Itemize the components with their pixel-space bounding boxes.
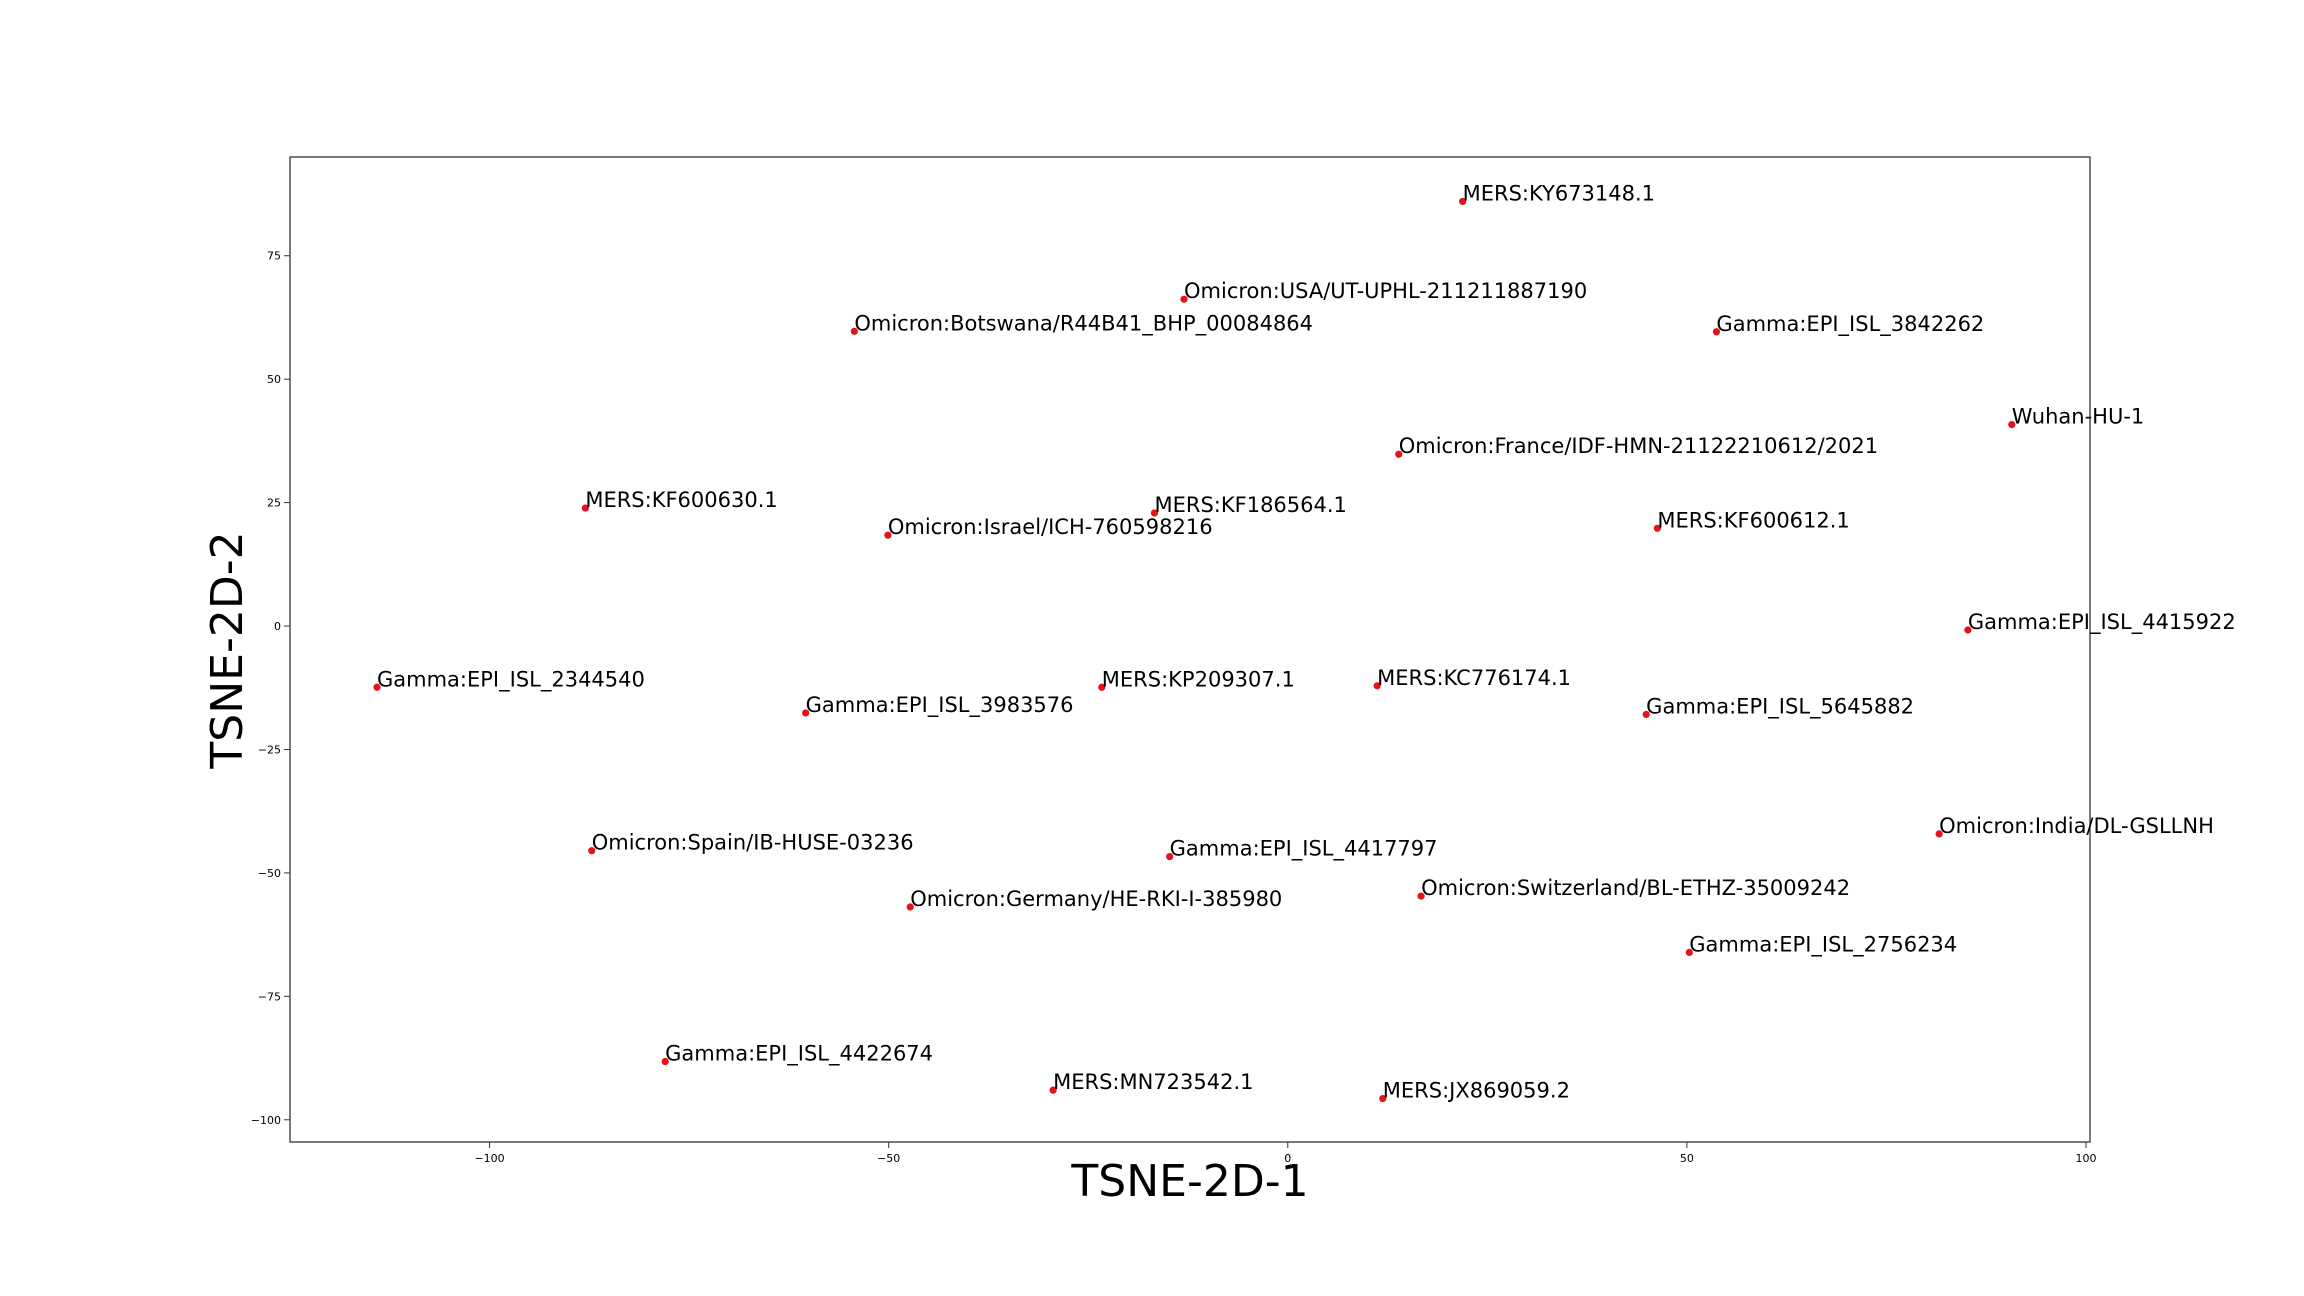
y-axis-title: TSNE-2D-2 [202,531,253,769]
scatter-point [1417,892,1425,900]
scatter-point [802,709,810,717]
scatter-point [2008,421,2016,429]
y-tick-label: −75 [258,990,281,1003]
scatter-point [1712,328,1721,336]
point-label: Gamma:EPI_ISL_4422674 [665,1042,933,1067]
point-label: Omicron:Israel/ICH-760598216 [888,515,1213,539]
scatter-point [850,327,858,335]
scatter-point [1395,450,1403,458]
scatter-point [581,504,589,512]
scatter-point [906,903,914,911]
y-tick-label: −100 [251,1114,281,1127]
y-tick-label: −25 [258,743,281,756]
point-label: Omicron:Spain/IB-HUSE-03236 [592,831,914,855]
scatter-point [1150,509,1159,517]
scatter-point [884,531,892,539]
point-label: Omicron:Switzerland/BL-ETHZ-35009242 [1421,876,1850,900]
point-label: MERS:MN723542.1 [1053,1070,1253,1094]
x-axis-title: TSNE-2D-1 [1070,1156,1308,1207]
point-label: Gamma:EPI_ISL_4415922 [1968,610,2236,635]
scatter-point [373,683,381,691]
point-label: MERS:KF600630.1 [585,488,777,512]
scatter-point [588,847,596,855]
scatter-point [1458,197,1467,206]
x-axis: −100 −50 0 50 100 [474,1142,2097,1165]
scatter-point [1653,524,1661,532]
scatter-point [1935,830,1943,838]
scatter-point [1049,1086,1057,1094]
point-label: MERS:KP209307.1 [1102,667,1295,691]
point-label: MERS:KF600612.1 [1657,508,1849,532]
point-label: MERS:KC776174.1 [1377,666,1571,690]
scatter-point [1964,626,1972,634]
y-tick-label: 50 [267,373,281,386]
y-tick-label: 25 [267,497,281,510]
point-label: Omicron:France/IDF-HMN-21122210612/2021 [1399,434,1878,458]
point-label: Gamma:EPI_ISL_5645882 [1646,694,1914,719]
point-label: Omicron:Germany/HE-RKI-I-385980 [910,887,1282,911]
scatter-point [1373,682,1381,690]
point-label: Wuhan-HU-1 [2012,405,2145,429]
point-label: Gamma:EPI_ISL_4417797 [1170,837,1438,862]
x-tick-label: 100 [2076,1152,2097,1165]
scatter-point [1180,295,1188,303]
point-label: MERS:KY673148.1 [1463,181,1655,205]
x-tick-label: −100 [474,1152,504,1165]
scatter-point [1685,948,1693,957]
y-axis: −100 −75 −50 −25 0 25 50 75 [251,250,290,1127]
scatter-points: MERS:KY673148.1 Omicron:USA/UT-UPHL-21121… [373,181,2236,1103]
point-label: MERS:KF186564.1 [1154,493,1346,517]
scatter-point [661,1057,669,1066]
scatter-point [1098,683,1106,691]
x-tick-label: 50 [1680,1152,1694,1165]
point-label: Gamma:EPI_ISL_2756234 [1689,932,1957,957]
scatter-point [1642,710,1650,719]
point-label: Omicron:India/DL-GSLLNH [1939,814,2214,838]
x-tick-label: −50 [877,1152,900,1165]
scatter-point [1166,853,1174,861]
x-tick-label: 0 [1284,1152,1291,1165]
y-tick-label: 75 [267,250,281,263]
point-label: Gamma:EPI_ISL_2344540 [377,667,645,692]
point-label: Gamma:EPI_ISL_3983576 [806,693,1074,718]
plot-area-frame [289,156,2091,1143]
point-label: Gamma:EPI_ISL_3842262 [1716,312,1984,337]
point-label: Omicron:USA/UT-UPHL-211211887190 [1184,279,1587,303]
y-tick-label: −50 [258,867,281,880]
point-label: Omicron:Botswana/R44B41_BHP_00084864 [854,311,1313,336]
y-tick-label: 0 [274,620,281,633]
point-label: MERS:JX869059.2 [1383,1079,1570,1103]
scatter-point [1379,1094,1387,1103]
